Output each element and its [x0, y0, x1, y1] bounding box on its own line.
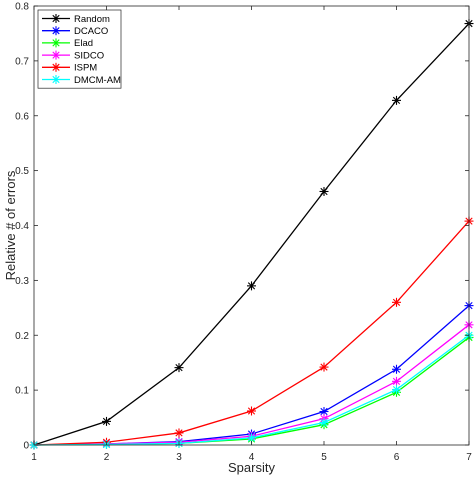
data-point-sidco-stroke-3 [392, 377, 401, 385]
data-point-ispm-stroke-3 [175, 429, 183, 437]
data-point-dmcm-am-stroke-3 [247, 434, 256, 442]
legend-marker-sidco-stroke-3 [52, 51, 60, 59]
legend-label-elad: Elad [74, 38, 93, 49]
legend-marker-dcaco [51, 26, 61, 36]
y-tick-label: 0.1 [15, 386, 29, 397]
y-axis-title: Relative # of errors [3, 170, 18, 280]
y-tick-label: 0.7 [15, 56, 29, 67]
y-tick-label: 0.8 [15, 2, 29, 13]
legend-marker-dmcm-am [51, 75, 61, 84]
x-tick-label: 3 [176, 452, 182, 463]
data-point-dcaco [392, 364, 401, 374]
legend-label-sidco: SIDCO [74, 50, 104, 61]
x-tick-label: 2 [104, 452, 110, 463]
data-point-random-stroke-3 [247, 282, 256, 290]
legend-entry-random: Random [42, 14, 110, 25]
data-point-ispm [392, 297, 401, 307]
x-tick-label: 4 [249, 452, 255, 463]
data-point-random [319, 186, 329, 196]
legend-marker-elad [51, 38, 61, 48]
legend-entry-dmcm-am: DMCM-AM [42, 75, 121, 86]
data-point-random [247, 281, 256, 291]
legend-label-random: Random [74, 14, 110, 25]
x-tick-label: 6 [394, 452, 400, 463]
x-tick-label: 5 [321, 452, 327, 463]
y-tick-label: 0.4 [15, 221, 29, 232]
data-point-dmcm-am [247, 433, 256, 443]
data-point-ispm [319, 362, 329, 372]
data-point-dcaco-stroke-3 [392, 365, 401, 373]
ticks-layer: 1 2 3 4 5 6 7 0 0.1 0.2 0.3 0.4 0.5 0.6 0.7 0.8 [15, 2, 472, 464]
data-point-dcaco-stroke-3 [320, 407, 328, 416]
data-point-ispm [174, 428, 184, 438]
data-point-random-stroke-3 [392, 96, 401, 105]
legend-marker-ispm [51, 62, 61, 72]
y-tick-label: 0.6 [15, 111, 29, 122]
legend-marker-ispm-stroke-3 [52, 63, 60, 71]
data-point-random [392, 95, 401, 105]
legend-entry-dcaco: DCACO [42, 26, 108, 37]
data-point-dcaco [319, 407, 329, 417]
data-point-random-stroke-3 [102, 417, 111, 426]
legend-box [37, 9, 122, 89]
data-point-random [174, 363, 184, 373]
y-tick-label: 0.3 [15, 276, 29, 287]
legend-entry-sidco: SIDCO [42, 50, 104, 61]
x-tick-label: 7 [466, 452, 472, 463]
y-tick-label: 0 [23, 441, 29, 452]
data-point-ispm-stroke-3 [247, 407, 256, 415]
data-point-random-stroke-3 [320, 187, 328, 196]
data-point-random-stroke-3 [175, 363, 183, 372]
data-point-dmcm-am-stroke-3 [320, 418, 328, 427]
legend-entry-ispm: ISPM [42, 63, 97, 74]
x-tick-label: 1 [31, 452, 37, 463]
data-point-ispm-stroke-3 [392, 298, 401, 306]
data-point-sidco [392, 376, 401, 386]
data-point-random [102, 416, 111, 426]
legend-entry-elad: Elad [42, 38, 93, 49]
data-point-ispm [247, 406, 256, 416]
legend-marker-sidco [51, 50, 61, 60]
legend-label-dcaco: DCACO [74, 26, 108, 37]
y-tick-label: 0.5 [15, 166, 29, 177]
legend-label-dmcm-am: DMCM-AM [74, 75, 121, 86]
data-point-ispm-stroke-3 [320, 363, 328, 371]
data-point-dmcm-am [392, 385, 401, 395]
legend-marker-dmcm-am-stroke-3 [52, 75, 60, 84]
legend-label-ispm: ISPM [74, 63, 97, 74]
legend-marker-dcaco-stroke-3 [52, 27, 60, 35]
legend-marker-random [51, 14, 61, 23]
data-point-dmcm-am [319, 418, 329, 428]
legend-marker-random-stroke-3 [52, 14, 60, 23]
y-tick-label: 0.2 [15, 331, 29, 342]
legend-marker-elad-stroke-3 [52, 39, 60, 47]
x-axis-title: Sparsity [228, 460, 275, 475]
data-point-dmcm-am-stroke-3 [392, 385, 401, 394]
